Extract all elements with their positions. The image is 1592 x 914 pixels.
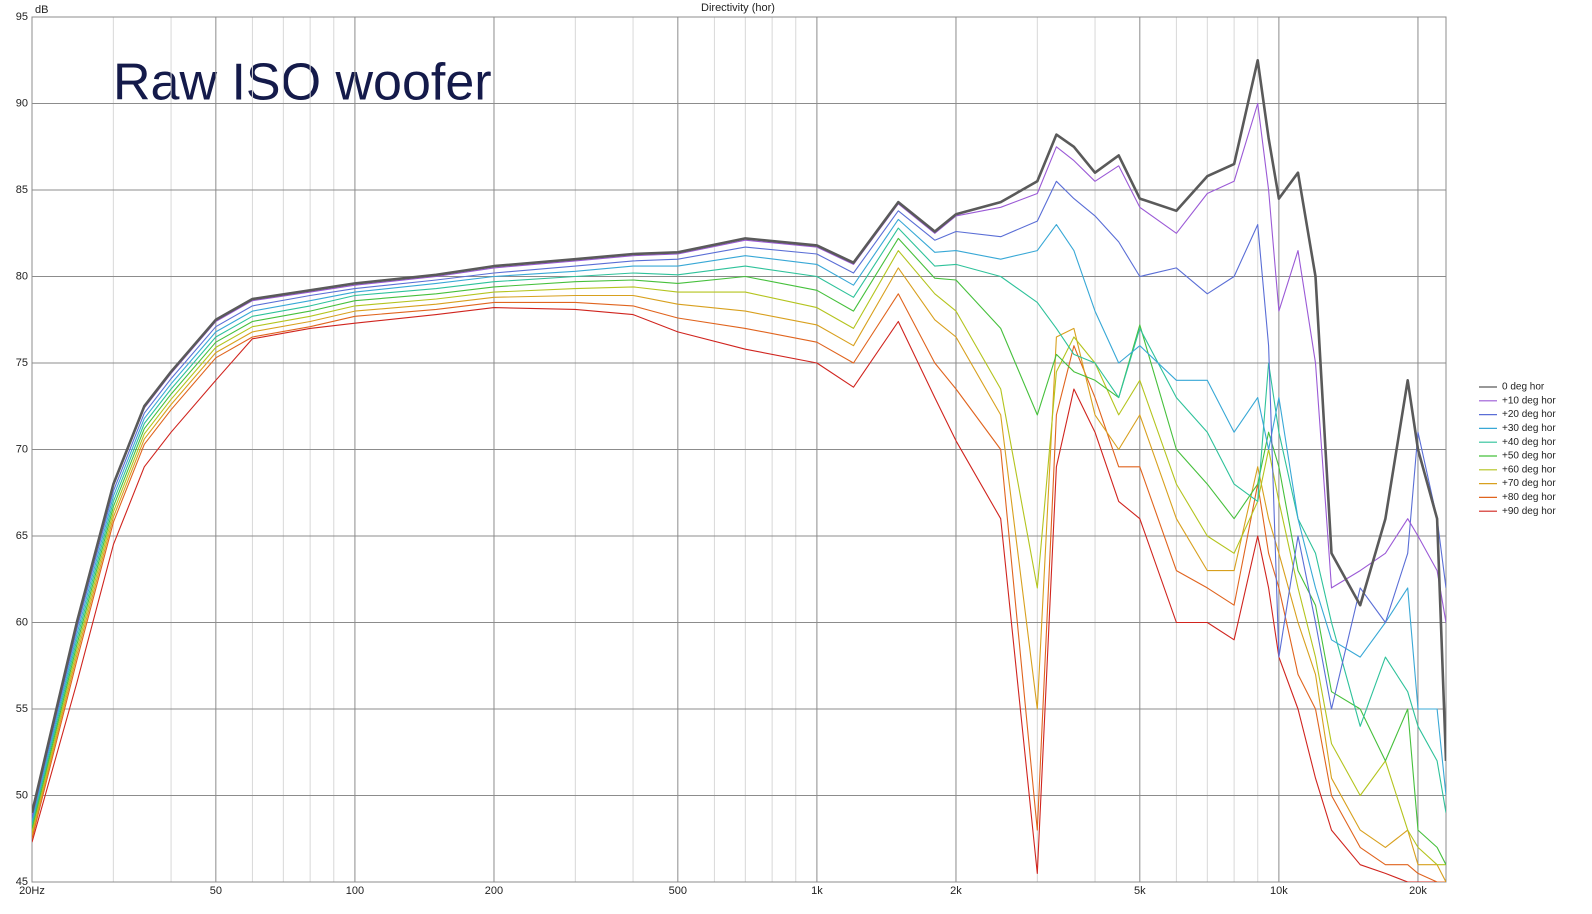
y-tick-label: 50 [16, 789, 28, 801]
legend-label: +90 deg hor [1502, 506, 1556, 517]
legend-label: +50 deg hor [1502, 451, 1556, 462]
legend-label: +70 deg hor [1502, 478, 1556, 489]
series-line [32, 218, 1446, 822]
y-tick-label: 85 [16, 184, 28, 196]
series-line [32, 102, 1446, 815]
legend-label: +20 deg hor [1502, 409, 1556, 420]
series-line [32, 307, 1446, 882]
x-tick-label: 50 [210, 885, 222, 897]
x-tick-label: 5k [1134, 885, 1146, 897]
series-line [32, 180, 1446, 819]
legend-label: +80 deg hor [1502, 492, 1556, 503]
y-tick-label: 70 [16, 443, 28, 455]
series-line [32, 59, 1446, 814]
series-line [32, 293, 1446, 882]
x-tick-label: 100 [346, 885, 364, 897]
x-tick-label: 200 [485, 885, 503, 897]
series-line [32, 237, 1446, 865]
series-line [32, 267, 1446, 882]
chart-title: Directivity (hor) [701, 2, 775, 14]
x-tick-label: 2k [950, 885, 962, 897]
legend-label: +10 deg hor [1502, 395, 1556, 406]
x-tick-label: 10k [1270, 885, 1288, 897]
y-tick-label: 80 [16, 270, 28, 282]
series-line [32, 227, 1446, 826]
legend-label: 0 deg hor [1502, 382, 1545, 393]
series-line [32, 250, 1446, 866]
y-tick-label: 90 [16, 97, 28, 109]
y-axis-label: dB [35, 4, 48, 16]
y-tick-label: 45 [16, 876, 28, 888]
y-tick-label: 75 [16, 357, 28, 369]
x-tick-label: 1k [811, 885, 823, 897]
annotation: Raw ISO woofer [113, 54, 492, 112]
y-tick-label: 60 [16, 616, 28, 628]
legend-label: +40 deg hor [1502, 437, 1556, 448]
legend-label: +30 deg hor [1502, 423, 1556, 434]
y-tick-label: 95 [16, 11, 28, 23]
legend-label: +60 deg hor [1502, 464, 1556, 475]
y-tick-label: 55 [16, 703, 28, 715]
y-tick-label: 65 [16, 530, 28, 542]
x-tick-label: 20Hz [19, 885, 45, 897]
x-tick-label: 20k [1409, 885, 1427, 897]
x-tick-label: 500 [669, 885, 687, 897]
